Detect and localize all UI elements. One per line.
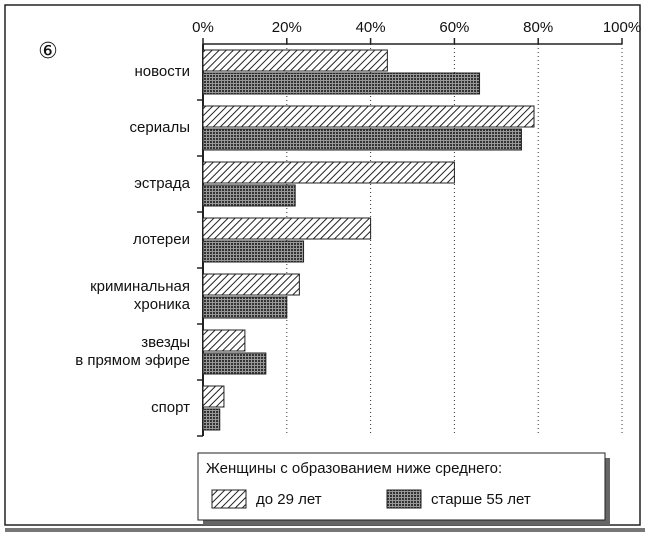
bar (202, 72, 481, 95)
legend-label: старше 55 лет (431, 491, 531, 508)
y-tick-label: эстрада (134, 175, 190, 192)
bar (202, 49, 388, 72)
y-tick-label: сериалы (130, 119, 190, 136)
legend-swatch (386, 489, 422, 509)
x-tick-label: 100% (603, 19, 641, 36)
bar (202, 273, 300, 296)
x-tick-label: 40% (356, 19, 386, 36)
bar (202, 240, 305, 263)
legend-title: Женщины с образованием ниже среднего: (206, 460, 502, 477)
legend-label: до 29 лет (256, 491, 322, 508)
bar (202, 184, 296, 207)
legend-box (197, 452, 606, 521)
bar (202, 352, 267, 375)
bar (202, 329, 246, 352)
badge: ⑥ (38, 38, 58, 63)
bar (202, 296, 288, 319)
bar (202, 161, 455, 184)
y-tick-label: криминальная хроника (90, 278, 191, 313)
bar (202, 105, 535, 128)
legend-swatch (211, 489, 247, 509)
y-tick-label: спорт (151, 399, 190, 416)
bar (202, 128, 522, 151)
bar (202, 385, 225, 408)
y-tick-label: лотереи (133, 231, 190, 248)
y-tick-label: звезды в прямом эфире (75, 334, 190, 369)
bar (202, 408, 221, 431)
y-tick-label: новости (134, 63, 190, 80)
x-tick-label: 80% (523, 19, 553, 36)
x-tick-label: 0% (192, 19, 214, 36)
bar (202, 217, 372, 240)
x-tick-label: 60% (439, 19, 469, 36)
x-tick-label: 20% (272, 19, 302, 36)
